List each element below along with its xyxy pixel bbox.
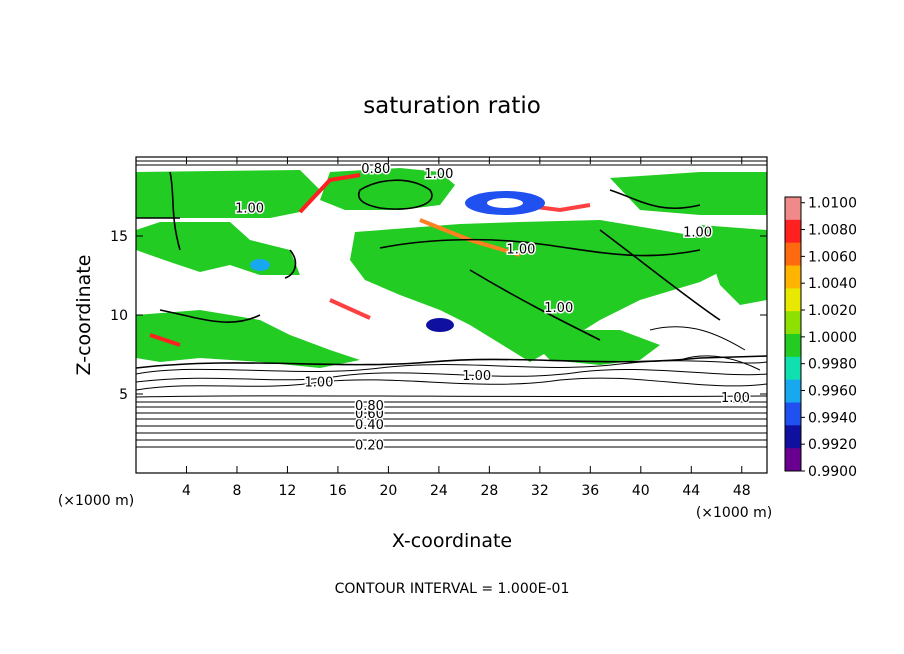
region-low-left xyxy=(136,310,360,368)
contour-sat-left xyxy=(159,249,297,323)
x-tick-label: 16 xyxy=(329,483,347,499)
contour-label: 0.80 xyxy=(355,399,384,414)
contour-label: 1.00 xyxy=(506,243,535,258)
colorbar-label: 0.9920 xyxy=(808,437,857,453)
y-tick-label: 15 xyxy=(110,229,128,245)
x-axis-ticks: 4 8 12 16 20 24 28 32 36 40 44 48 xyxy=(182,157,751,499)
colorbar-swatch xyxy=(785,379,801,403)
contour-sat-upper-1 xyxy=(136,171,181,251)
contour-sat-right xyxy=(599,189,721,321)
x-tick-label: 24 xyxy=(430,483,448,499)
contour-label: 1.00 xyxy=(235,202,264,217)
contour-wave-1 xyxy=(136,377,767,391)
y-tick-label: 5 xyxy=(119,387,128,403)
colorbar-swatch xyxy=(785,242,801,266)
x-unit-right: (×1000 m) xyxy=(696,505,772,521)
x-axis-label: X-coordinate xyxy=(392,530,512,552)
contour-low-9 xyxy=(136,395,767,398)
edge-red-1 xyxy=(298,173,361,214)
contour-label: 0.40 xyxy=(355,418,384,433)
region-upper-left xyxy=(136,170,320,218)
x-tick-label: 20 xyxy=(379,483,397,499)
blue-spot-upper-core xyxy=(487,198,523,208)
colorbar-label: 0.9980 xyxy=(808,357,857,373)
colorbar-label: 1.0000 xyxy=(808,330,857,346)
colorbar-swatch xyxy=(785,402,801,426)
colorbar-label: 0.9900 xyxy=(808,464,857,480)
y-axis-label: Z-coordinate xyxy=(73,255,95,376)
contour-label: 1.00 xyxy=(683,225,712,240)
colorbar-swatch xyxy=(785,311,801,335)
contour-label: 0.80 xyxy=(361,162,390,177)
blue-spot-mid xyxy=(426,318,454,332)
colorbar: 1.0100 1.0080 1.0060 1.0040 1.0020 1.0000 0.99… xyxy=(784,196,857,480)
edge-red-4 xyxy=(329,298,371,320)
colorbar-swatch xyxy=(785,265,801,289)
colorbar-swatch xyxy=(785,448,801,472)
colorbar-label: 0.9940 xyxy=(808,410,857,426)
colorbar-label: 1.0080 xyxy=(808,223,857,239)
contour-sat-low xyxy=(136,355,767,369)
contour-lines xyxy=(136,160,767,448)
contour-labels: 0.200.400.600.801.00 1.001.001.000.80 1.00… xyxy=(234,161,752,456)
colorbar-swatch xyxy=(785,334,801,358)
contour-sat-mid xyxy=(379,238,701,341)
colorbar-label: 1.0020 xyxy=(808,303,857,319)
region-upper-mid xyxy=(320,168,455,210)
contour-label: 1.00 xyxy=(424,167,453,182)
x-tick-label: 28 xyxy=(480,483,498,499)
contour-label: 1.00 xyxy=(462,369,491,384)
x-tick-label: 12 xyxy=(279,483,297,499)
colorbar-swatch xyxy=(785,356,801,381)
field-accents xyxy=(149,173,591,347)
contour-thin-right xyxy=(649,326,761,371)
colorbar-label: 1.0100 xyxy=(808,196,857,212)
colorbar-swatch xyxy=(785,197,801,221)
colorbar-frame xyxy=(784,196,802,472)
region-right-mid xyxy=(700,225,767,305)
x-tick-label: 4 xyxy=(182,483,191,499)
x-tick-label: 48 xyxy=(733,483,751,499)
x-tick-label: 8 xyxy=(232,483,241,499)
y-axis-ticks: 5 10 15 xyxy=(110,229,767,403)
colorbar-swatch xyxy=(785,425,801,449)
x-tick-label: 32 xyxy=(531,483,549,499)
colorbar-label: 1.0060 xyxy=(808,249,857,265)
contour-label: 0.20 xyxy=(355,439,384,454)
y-tick-label: 10 xyxy=(110,308,128,324)
field-blue-spots xyxy=(250,191,545,332)
chart-title: saturation ratio xyxy=(363,93,541,119)
contour-label: 1.00 xyxy=(305,375,334,390)
edge-red-3 xyxy=(149,333,181,347)
contour-wave-3 xyxy=(136,360,767,375)
x-unit-left: (×1000 m) xyxy=(58,493,134,509)
region-low-center xyxy=(520,330,660,365)
colorbar-swatch xyxy=(785,219,801,244)
x-tick-label: 44 xyxy=(682,483,700,499)
contour-label: 1.00 xyxy=(544,301,573,316)
contour-sat-upper-2 xyxy=(358,179,433,210)
x-tick-label: 40 xyxy=(632,483,650,499)
colorbar-swatch xyxy=(785,288,801,312)
x-tick-label: 36 xyxy=(581,483,599,499)
contour-label: 1.00 xyxy=(721,391,750,406)
contour-label: 0.60 xyxy=(355,407,384,422)
colorbar-label: 1.0040 xyxy=(808,276,857,292)
blue-spot-left xyxy=(250,259,270,271)
contour-interval-footer: CONTOUR INTERVAL = 1.000E-01 xyxy=(335,581,570,597)
colorbar-label: 0.9960 xyxy=(808,384,857,400)
contour-wave-2 xyxy=(136,368,767,383)
